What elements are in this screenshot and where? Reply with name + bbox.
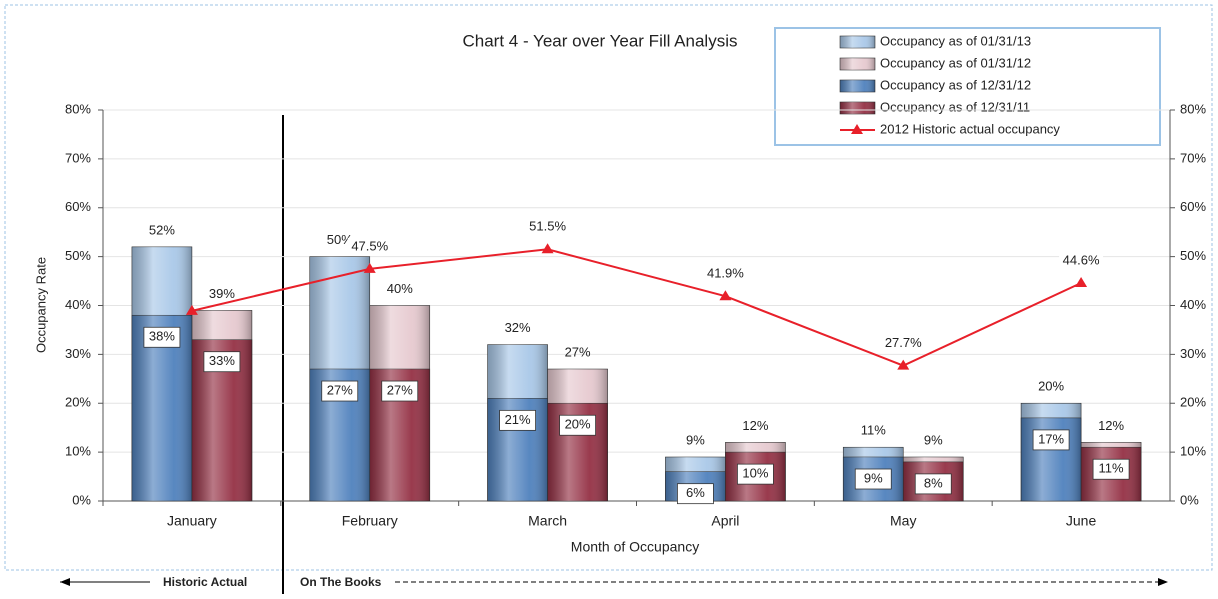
bar-shine bbox=[840, 36, 875, 48]
label-box bbox=[499, 409, 536, 431]
label-box bbox=[914, 473, 952, 495]
line-marker bbox=[719, 290, 732, 301]
x-tick-label: March bbox=[528, 513, 567, 529]
data-label: 9% bbox=[864, 470, 883, 485]
data-label: 38% bbox=[149, 329, 175, 344]
label-box bbox=[854, 468, 892, 490]
legend-label: Occupancy as of 01/31/13 bbox=[880, 33, 1031, 48]
label-bg bbox=[703, 265, 748, 284]
data-label: 12% bbox=[1098, 418, 1124, 433]
y-tick-label: 70% bbox=[65, 150, 91, 165]
x-tick-label: January bbox=[167, 513, 217, 529]
y2-tick-label: 60% bbox=[1180, 199, 1206, 214]
data-label: 9% bbox=[686, 432, 705, 447]
line-marker bbox=[185, 304, 198, 315]
legend-box bbox=[774, 27, 1161, 146]
label-bg bbox=[881, 334, 926, 353]
y-tick-label: 80% bbox=[65, 101, 91, 116]
data-label: 17% bbox=[1038, 431, 1064, 446]
label-box bbox=[1092, 458, 1130, 480]
data-label: 47.5% bbox=[351, 238, 388, 253]
annotation: Historic Actual bbox=[163, 575, 247, 589]
data-label: 27% bbox=[387, 382, 413, 397]
y2-tick-label: 20% bbox=[1180, 395, 1206, 410]
x-axis-title: Month of Occupancy bbox=[571, 539, 699, 555]
line bbox=[191, 248, 1082, 367]
y2-tick-label: 40% bbox=[1180, 297, 1206, 312]
y-tick-label: 10% bbox=[65, 444, 91, 459]
data-label: 50% bbox=[327, 232, 353, 247]
y-tick-label: 50% bbox=[65, 248, 91, 263]
data-label: 27.7% bbox=[885, 335, 922, 350]
label-bg bbox=[1059, 252, 1104, 271]
y-tick-label: 0% bbox=[72, 492, 91, 507]
line-marker bbox=[541, 243, 554, 254]
legend-label: Occupancy as of 12/31/11 bbox=[880, 99, 1030, 114]
label-box bbox=[677, 483, 714, 505]
legend-label: Occupancy as of 01/31/12 bbox=[880, 55, 1031, 70]
data-label: 27% bbox=[327, 382, 353, 397]
y-axis-title: Occupancy Rate bbox=[33, 257, 48, 353]
data-label: 44.6% bbox=[1063, 252, 1100, 267]
x-tick-label: February bbox=[342, 513, 398, 529]
bar-shine bbox=[840, 102, 875, 114]
y-tick-label: 60% bbox=[65, 199, 91, 214]
label-box bbox=[143, 326, 181, 348]
bar-shine bbox=[840, 58, 875, 70]
y-tick-label: 40% bbox=[65, 297, 91, 312]
y-tick-label: 20% bbox=[65, 395, 91, 410]
label-box bbox=[1032, 429, 1070, 451]
data-label: 21% bbox=[505, 412, 531, 427]
arrow-head bbox=[60, 578, 70, 586]
label-box bbox=[321, 380, 359, 402]
data-label: 51.5% bbox=[529, 219, 566, 234]
label-box bbox=[203, 351, 241, 373]
data-label: 8% bbox=[924, 475, 943, 490]
chart-frame bbox=[4, 4, 1213, 571]
data-label: 41.9% bbox=[707, 266, 744, 281]
y2-tick-label: 10% bbox=[1180, 444, 1206, 459]
data-label: 6% bbox=[686, 485, 705, 500]
label-box bbox=[737, 463, 774, 485]
y2-tick-label: 0% bbox=[1180, 492, 1199, 507]
data-label: 40% bbox=[387, 281, 413, 296]
y2-tick-label: 70% bbox=[1180, 150, 1206, 165]
line-marker bbox=[363, 262, 376, 273]
legend-label: 2012 Historic actual occupancy bbox=[880, 121, 1060, 136]
label-box bbox=[559, 414, 596, 436]
legend-marker bbox=[851, 124, 863, 134]
data-label: 9% bbox=[924, 432, 943, 447]
x-tick-label: April bbox=[711, 513, 739, 529]
label-box bbox=[381, 380, 419, 402]
data-label: 20% bbox=[1038, 379, 1064, 394]
data-label: 52% bbox=[149, 222, 175, 237]
bar-shine bbox=[840, 80, 875, 92]
y2-tick-label: 30% bbox=[1180, 346, 1206, 361]
data-label: 33% bbox=[209, 353, 235, 368]
data-label: 11% bbox=[861, 423, 886, 438]
chart-title: Chart 4 - Year over Year Fill Analysis bbox=[463, 31, 738, 50]
x-tick-label: June bbox=[1066, 513, 1097, 529]
legend: Occupancy as of 01/31/13 Occupancy as of … bbox=[774, 27, 1161, 146]
data-label: 11% bbox=[1099, 461, 1124, 476]
annotation: On The Books bbox=[300, 575, 382, 589]
data-label: 39% bbox=[209, 286, 235, 301]
line-marker bbox=[1075, 277, 1088, 288]
label-bg bbox=[525, 218, 570, 237]
data-label: 32% bbox=[505, 320, 531, 335]
data-label: 27% bbox=[565, 344, 591, 359]
data-label: 12% bbox=[742, 418, 768, 433]
y2-tick-label: 80% bbox=[1180, 101, 1206, 116]
legend-label: Occupancy as of 12/31/12 bbox=[880, 77, 1031, 92]
data-label: 20% bbox=[565, 417, 591, 432]
data-label: 10% bbox=[742, 466, 768, 481]
x-tick-label: May bbox=[890, 513, 916, 529]
label-bg bbox=[347, 237, 392, 256]
line-marker bbox=[897, 359, 910, 370]
arrow-head bbox=[1158, 578, 1168, 586]
y-tick-label: 30% bbox=[65, 346, 91, 361]
y2-tick-label: 50% bbox=[1180, 248, 1206, 263]
